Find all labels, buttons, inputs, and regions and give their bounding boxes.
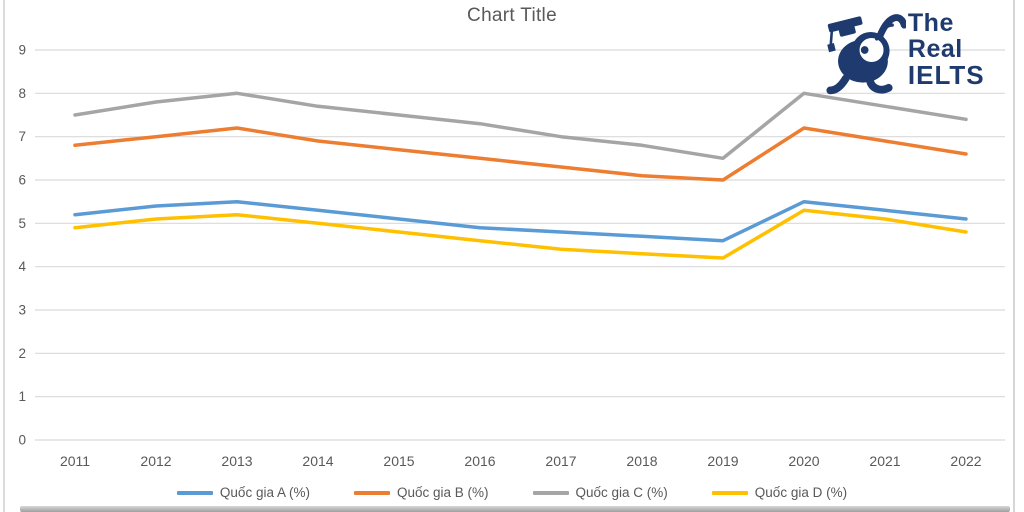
legend-item-quoc-gia-b: Quốc gia B (%) xyxy=(353,485,489,500)
x-axis-tick-label: 2011 xyxy=(60,453,90,469)
y-axis-tick-label: 7 xyxy=(18,129,26,144)
legend-label: Quốc gia B (%) xyxy=(396,485,489,500)
y-axis-tick-label: 2 xyxy=(18,346,26,361)
series-line xyxy=(73,199,968,243)
legend-item-quoc-gia-a: Quốc gia A (%) xyxy=(176,485,310,500)
photo-edge-right xyxy=(1013,0,1015,512)
x-axis-tick-label: 2019 xyxy=(707,453,738,469)
x-axis-tick-label: 2016 xyxy=(464,453,495,469)
series-line xyxy=(73,91,968,161)
photo-edge-bottom xyxy=(20,506,1010,512)
legend-item-quoc-gia-c: Quốc gia C (%) xyxy=(532,485,668,500)
x-axis-tick-label: 2020 xyxy=(788,453,819,469)
x-axis-tick-label: 2018 xyxy=(626,453,657,469)
y-axis-tick-label: 5 xyxy=(18,216,26,231)
legend-label: Quốc gia A (%) xyxy=(219,485,310,500)
the-real-ielts-logo: The Real IELTS xyxy=(820,4,1016,96)
x-axis-tick-label: 2012 xyxy=(140,453,171,469)
x-axis-tick-label: 2013 xyxy=(221,453,252,469)
y-axis-tick-label: 4 xyxy=(18,259,26,274)
logo-text-line2: IELTS xyxy=(907,60,985,91)
series-c-line-swatch xyxy=(532,490,569,495)
legend-label: Quốc gia D (%) xyxy=(754,485,848,500)
legend-item-quoc-gia-d: Quốc gia D (%) xyxy=(711,485,848,500)
photo-edge-left xyxy=(3,0,5,512)
y-axis-tick-label: 3 xyxy=(18,303,26,318)
x-axis-tick-label: 2021 xyxy=(869,453,900,469)
snail-mascot-icon xyxy=(826,14,906,95)
legend-label: Quốc gia C (%) xyxy=(575,485,668,500)
series-line xyxy=(73,126,968,182)
y-axis-tick-label: 6 xyxy=(18,173,26,188)
x-axis-tick-label: 2022 xyxy=(950,453,981,469)
x-axis-tick-label: 2014 xyxy=(302,453,333,469)
logo-text: The Real IELTS xyxy=(907,9,1016,91)
chart-title: Chart Title xyxy=(467,5,557,26)
y-axis-tick-label: 0 xyxy=(18,433,26,448)
logo-text-line1: The Real xyxy=(907,9,963,63)
x-axis-tick-label: 2015 xyxy=(383,453,414,469)
series-a-line-swatch xyxy=(176,490,213,495)
series-line xyxy=(73,208,968,260)
y-axis-tick-label: 9 xyxy=(18,43,26,58)
series-d-line-swatch xyxy=(711,490,748,495)
x-axis-tick-label: 2017 xyxy=(545,453,576,469)
series-b-line-swatch xyxy=(353,490,390,495)
y-axis-tick-label: 1 xyxy=(18,389,26,404)
chart-legend: Quốc gia A (%) Quốc gia B (%) Quốc gia C… xyxy=(0,485,1024,500)
y-axis-tick-label: 8 xyxy=(18,86,26,101)
